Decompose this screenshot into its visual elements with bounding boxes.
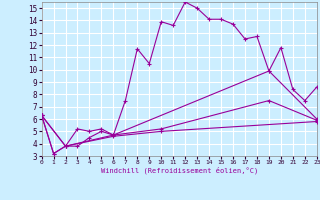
X-axis label: Windchill (Refroidissement éolien,°C): Windchill (Refroidissement éolien,°C) [100, 167, 258, 174]
